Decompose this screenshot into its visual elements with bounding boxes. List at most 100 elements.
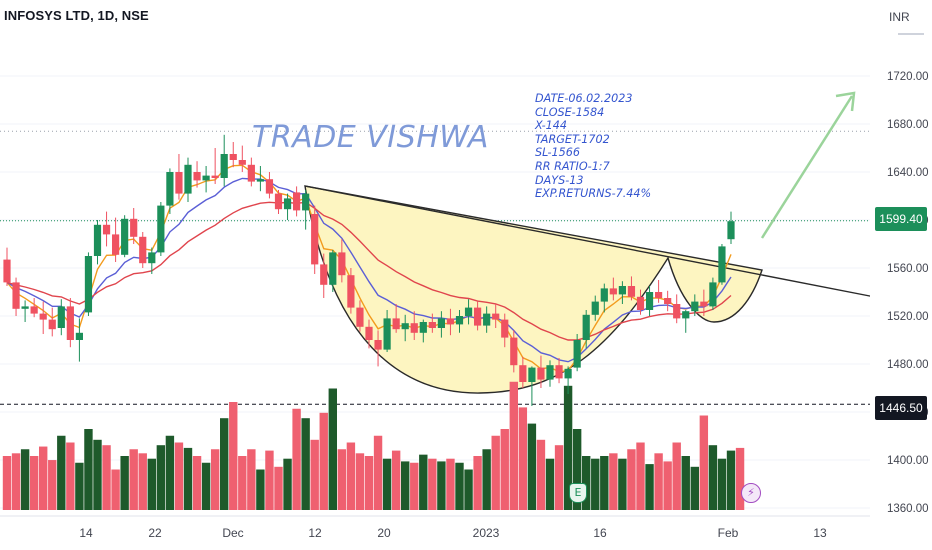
candle-body [175,172,183,194]
volume-bar [636,442,645,510]
target-arrow [760,91,856,239]
candle-body [410,323,418,333]
symbol-title[interactable]: INFOSYS LTD, 1D, NSE [4,8,149,23]
volume-bar [446,458,455,510]
volume-bar [301,418,310,510]
volume-bar [120,456,129,510]
candle-body [220,154,228,178]
candle-body [48,319,56,330]
candle-body [673,304,681,319]
candle-body [564,368,572,379]
candle-body [383,318,391,350]
volume-bar [681,456,690,510]
watermark-text: TRADE VISHWA [252,120,489,155]
candle-body [691,301,699,312]
volume-bar [690,466,699,510]
candle-body [455,316,464,325]
candle-body [718,246,726,283]
volume-bar [174,442,184,510]
note-x: X-144 [535,119,568,133]
price-tick-label: 1640.00 [887,167,929,179]
candle-body [582,314,590,340]
candle-body [655,292,663,298]
candle-body [265,179,274,194]
candle-body [211,175,219,178]
volume-bar [672,442,681,510]
candle-body [202,175,210,181]
volume-bar [627,449,636,510]
time-axis[interactable]: 14 22 Dec 12 20 2023 16 Feb 13 [0,515,870,550]
candle-body [329,252,337,285]
volume-bar [292,408,301,510]
volume-bars [2,381,745,510]
volume-bar [391,450,401,510]
volume-bar [274,466,283,510]
candle-body [274,193,283,210]
note-days: DAYS-13 [535,173,584,187]
volume-bar [75,462,84,510]
volume-bar [455,462,464,510]
candle-body [546,365,554,380]
candle-body [591,301,599,315]
price-axis-background [870,0,932,550]
volume-bar [192,456,202,510]
note-sl: SL-1566 [535,146,580,160]
time-tick-label: 16 [593,526,607,540]
note-rr-ratio: RR RATIO-1:7 [535,159,610,173]
volume-bar [283,458,292,510]
price-axis[interactable]: 1720.001680.001640.001600.001560.001520.… [870,0,932,550]
volume-bar [708,445,718,510]
price-tick-label: 1680.00 [887,119,929,131]
volume-bar [147,458,156,510]
candle-body [30,306,38,314]
volume-bar [102,445,111,510]
price-tick-label: 1520.00 [887,311,929,323]
volume-bar [319,412,328,510]
candle-body [320,264,328,285]
volume-bar [229,402,238,510]
candle-body [238,160,246,165]
volume-bar [183,447,193,510]
volume-bar [11,453,21,510]
candle-body [139,236,147,264]
candle-body [682,311,690,319]
note-date: DATE-06.02.2023 [535,92,633,105]
candle-body [645,292,654,310]
note-target: TARGET-1702 [535,132,610,146]
volume-bar [355,453,365,510]
earnings-event-icon[interactable]: E [569,483,587,503]
candle-body [437,318,445,328]
volume-bar [156,445,166,510]
candle-body [519,365,527,382]
candle-body [474,307,482,326]
candle-body [121,218,129,255]
candle-body [600,288,608,302]
volume-bar [545,458,555,510]
candle-body [256,179,264,182]
candle-body [283,198,292,210]
candle-body [3,259,11,283]
time-axis-background [0,516,870,550]
volume-bar [609,453,618,510]
volume-bar [84,429,93,510]
volume-bar [328,388,337,510]
volume-bar [2,456,12,510]
ema-line [6,177,732,363]
volume-bar [238,456,247,510]
candle-body [709,282,717,307]
horizontal-line-price-badge: 1446.50 [875,396,927,420]
candle-body [501,319,509,338]
candle-body [66,306,74,340]
candle-body [12,282,20,309]
volume-bar [509,381,518,510]
candle-body [609,288,617,295]
price-tick-label: 1360.00 [887,503,929,515]
note-close: CLOSE-1584 [535,105,605,119]
volume-bar [129,449,138,510]
volume-bar [437,461,446,510]
volume-bar [265,450,274,510]
dividend-event-icon[interactable]: ⚡ [741,483,761,503]
currency-label[interactable]: INR [889,10,910,24]
volume-bar [401,461,410,510]
